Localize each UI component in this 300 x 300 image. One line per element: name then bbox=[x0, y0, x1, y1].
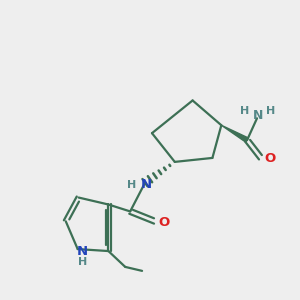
Text: N: N bbox=[77, 244, 88, 258]
Text: N: N bbox=[253, 109, 263, 122]
Text: H: H bbox=[78, 257, 87, 267]
Text: O: O bbox=[158, 216, 169, 229]
Text: H: H bbox=[241, 106, 250, 116]
Text: H: H bbox=[266, 106, 275, 116]
Polygon shape bbox=[221, 125, 248, 142]
Text: N: N bbox=[140, 178, 152, 191]
Text: H: H bbox=[127, 180, 136, 190]
Text: O: O bbox=[264, 152, 275, 165]
